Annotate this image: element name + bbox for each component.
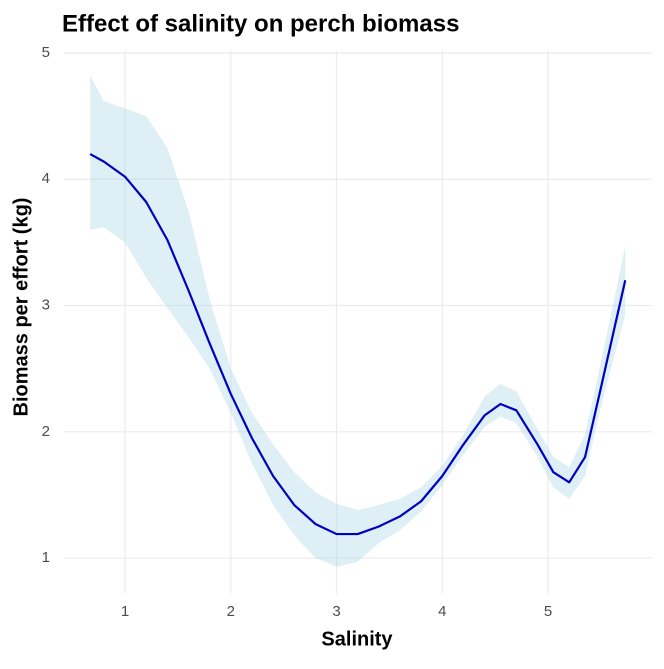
x-tick-label: 2 — [227, 603, 235, 620]
y-tick-label: 1 — [42, 549, 50, 566]
trend-line — [89, 153, 627, 536]
x-tick-label: 3 — [332, 603, 340, 620]
y-axis-label: Biomass per effort (kg) — [10, 198, 32, 417]
x-tick-label: 1 — [121, 603, 129, 620]
x-tick-label: 5 — [544, 603, 552, 620]
y-tick-label: 5 — [42, 44, 50, 61]
x-tick-label: 4 — [438, 603, 446, 620]
y-tick-label: 3 — [42, 297, 50, 314]
x-axis-label: Salinity — [321, 628, 393, 650]
confidence-band — [90, 75, 626, 567]
y-tick-label: 4 — [42, 170, 50, 187]
chart-title: Effect of salinity on perch biomass — [62, 10, 459, 37]
y-tick-label: 2 — [42, 423, 50, 440]
